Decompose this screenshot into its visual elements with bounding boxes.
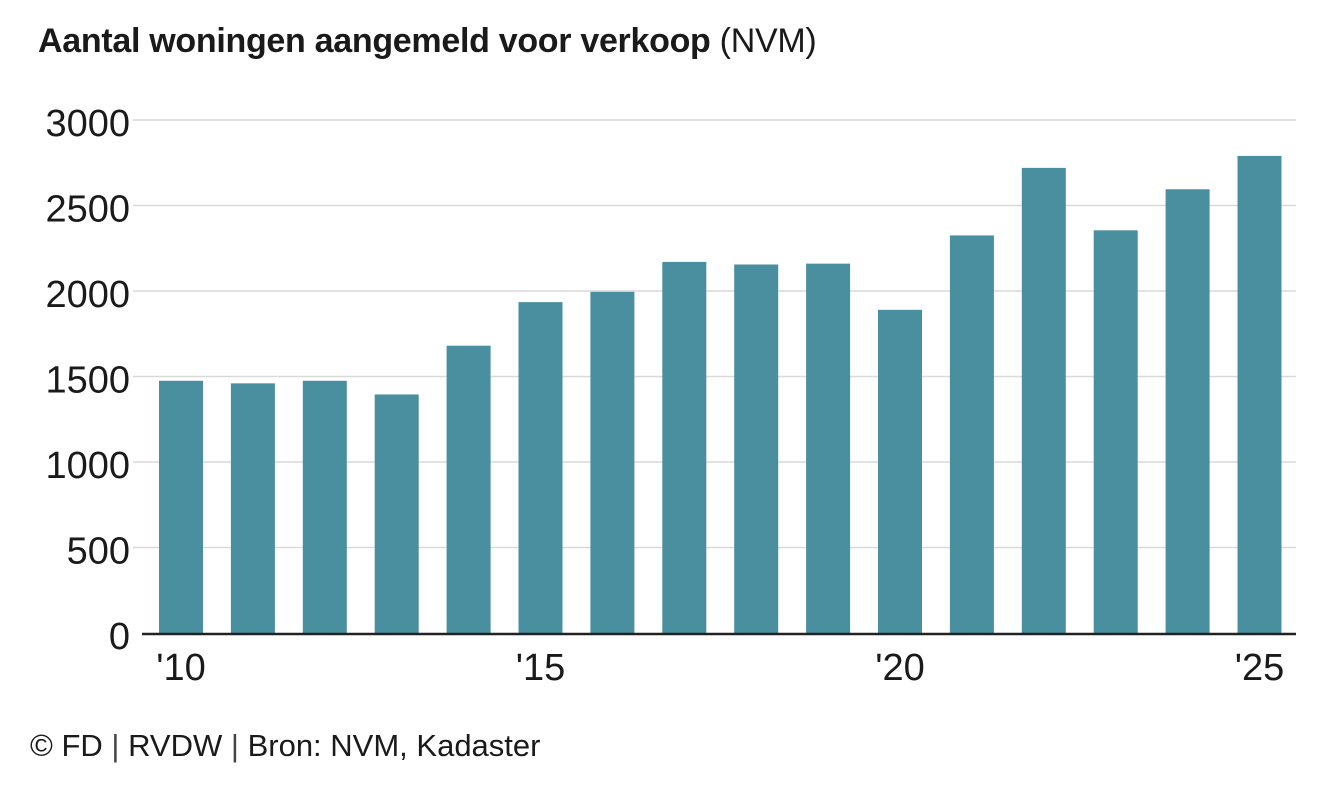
bar bbox=[590, 291, 635, 633]
y-tick-label: 0 bbox=[109, 616, 130, 658]
credit-fd: FD bbox=[61, 728, 103, 763]
x-tick-label: '10 bbox=[156, 647, 206, 689]
chart-title-suffix: (NVM) bbox=[719, 22, 817, 60]
bar bbox=[159, 380, 203, 633]
x-tick-label: '15 bbox=[516, 647, 566, 689]
y-tick-label: 500 bbox=[67, 531, 130, 573]
y-tick-label: 1000 bbox=[45, 445, 130, 487]
bar bbox=[806, 263, 851, 633]
bar bbox=[302, 380, 347, 633]
y-tick-label: 2500 bbox=[45, 189, 130, 231]
bar bbox=[230, 383, 275, 633]
y-tick-label: 1500 bbox=[45, 360, 130, 402]
x-tick-label: '20 bbox=[875, 647, 925, 689]
copyright-icon: © bbox=[30, 728, 53, 763]
bar bbox=[662, 261, 707, 633]
bar bbox=[1165, 189, 1210, 633]
separator: | bbox=[230, 728, 239, 763]
separator: | bbox=[111, 728, 120, 763]
chart-title: Aantal woningen aangemeld voor verkoop (… bbox=[38, 22, 817, 61]
credits-footer: © FD | RVDW | Bron: NVM, Kadaster bbox=[30, 728, 540, 764]
credit-rvdw: RVDW bbox=[128, 728, 223, 763]
y-tick-label: 3000 bbox=[45, 103, 130, 145]
bar bbox=[1021, 167, 1066, 633]
bar bbox=[1237, 155, 1282, 633]
bar bbox=[734, 264, 779, 633]
bar bbox=[878, 309, 922, 633]
bar bbox=[374, 394, 419, 633]
bar bbox=[446, 345, 491, 633]
y-tick-label: 2000 bbox=[45, 274, 130, 316]
credit-source: Bron: NVM, Kadaster bbox=[247, 728, 541, 763]
bar bbox=[1093, 230, 1138, 634]
bar bbox=[518, 302, 563, 633]
bar bbox=[949, 235, 994, 634]
chart-title-main: Aantal woningen aangemeld voor verkoop bbox=[38, 22, 711, 60]
x-tick-label: '25 bbox=[1235, 647, 1285, 689]
